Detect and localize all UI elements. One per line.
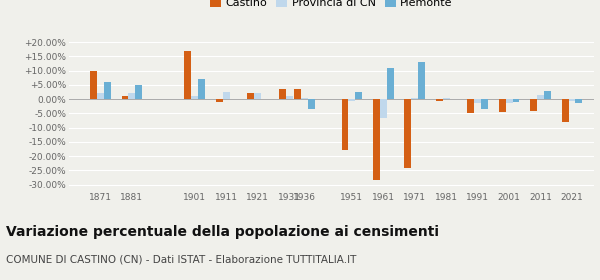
- Bar: [474, 99, 481, 103]
- Bar: [373, 99, 380, 180]
- Bar: [512, 99, 520, 102]
- Bar: [301, 98, 308, 99]
- Bar: [216, 99, 223, 102]
- Bar: [562, 99, 569, 122]
- Bar: [412, 98, 418, 99]
- Bar: [380, 99, 387, 118]
- Text: COMUNE DI CASTINO (CN) - Dati ISTAT - Elaborazione TUTTITALIA.IT: COMUNE DI CASTINO (CN) - Dati ISTAT - El…: [6, 255, 356, 265]
- Bar: [278, 89, 286, 99]
- Bar: [295, 89, 301, 99]
- Bar: [104, 82, 111, 99]
- Bar: [499, 99, 506, 112]
- Bar: [97, 94, 104, 99]
- Bar: [506, 99, 512, 103]
- Bar: [308, 99, 315, 109]
- Bar: [128, 94, 136, 99]
- Bar: [191, 96, 198, 99]
- Bar: [286, 96, 293, 99]
- Bar: [544, 91, 551, 99]
- Bar: [575, 99, 583, 103]
- Bar: [387, 68, 394, 99]
- Bar: [136, 85, 142, 99]
- Bar: [254, 94, 261, 99]
- Bar: [349, 99, 355, 101]
- Bar: [223, 92, 230, 99]
- Bar: [198, 79, 205, 99]
- Bar: [418, 62, 425, 99]
- Bar: [121, 96, 128, 99]
- Bar: [467, 99, 474, 113]
- Bar: [184, 51, 191, 99]
- Legend: Castino, Provincia di CN, Piemonte: Castino, Provincia di CN, Piemonte: [208, 0, 455, 11]
- Bar: [90, 71, 97, 99]
- Bar: [404, 99, 412, 168]
- Bar: [355, 92, 362, 99]
- Bar: [481, 99, 488, 109]
- Bar: [537, 95, 544, 99]
- Bar: [436, 99, 443, 101]
- Bar: [247, 94, 254, 99]
- Bar: [341, 99, 349, 150]
- Text: Variazione percentuale della popolazione ai censimenti: Variazione percentuale della popolazione…: [6, 225, 439, 239]
- Bar: [530, 99, 537, 111]
- Bar: [443, 98, 450, 99]
- Bar: [569, 99, 575, 101]
